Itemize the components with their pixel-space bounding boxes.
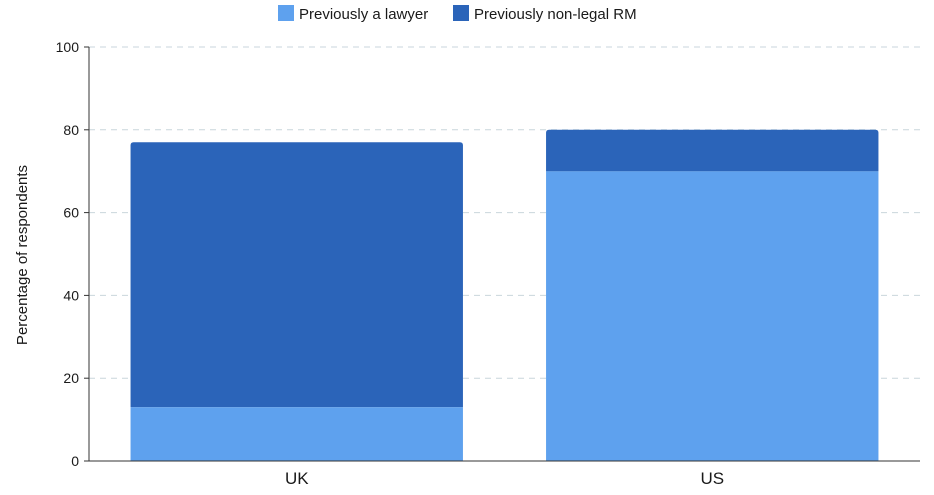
y-tick-label-0: 0: [71, 453, 79, 469]
y-axis-title: Percentage of respondents: [14, 165, 31, 345]
x-axis-labels: UK US: [285, 469, 724, 488]
y-tick-label-60: 60: [63, 205, 79, 221]
legend-label-non-legal: Previously non-legal RM: [474, 6, 637, 23]
legend-swatch-non-legal: [453, 5, 469, 21]
y-tick-label-40: 40: [63, 287, 79, 303]
legend-swatch-lawyer: [278, 5, 294, 21]
y-axis-ticks: 0 20 40 60 80 100: [56, 39, 89, 469]
y-tick-label-100: 100: [56, 39, 80, 55]
axes: [88, 47, 920, 462]
bar-us-non-legal: [546, 129, 879, 172]
bar-uk-non-legal: [130, 142, 463, 408]
y-tick-label-20: 20: [63, 370, 79, 386]
y-tick-label-80: 80: [63, 122, 79, 138]
x-label-uk: UK: [285, 469, 309, 488]
bar-us-lawyer: [546, 171, 879, 461]
bars: [130, 129, 879, 461]
legend: Previously a lawyer Previously non-legal…: [278, 5, 637, 23]
x-label-us: US: [700, 469, 724, 488]
legend-label-lawyer: Previously a lawyer: [299, 6, 428, 23]
bar-uk-lawyer: [130, 407, 463, 461]
